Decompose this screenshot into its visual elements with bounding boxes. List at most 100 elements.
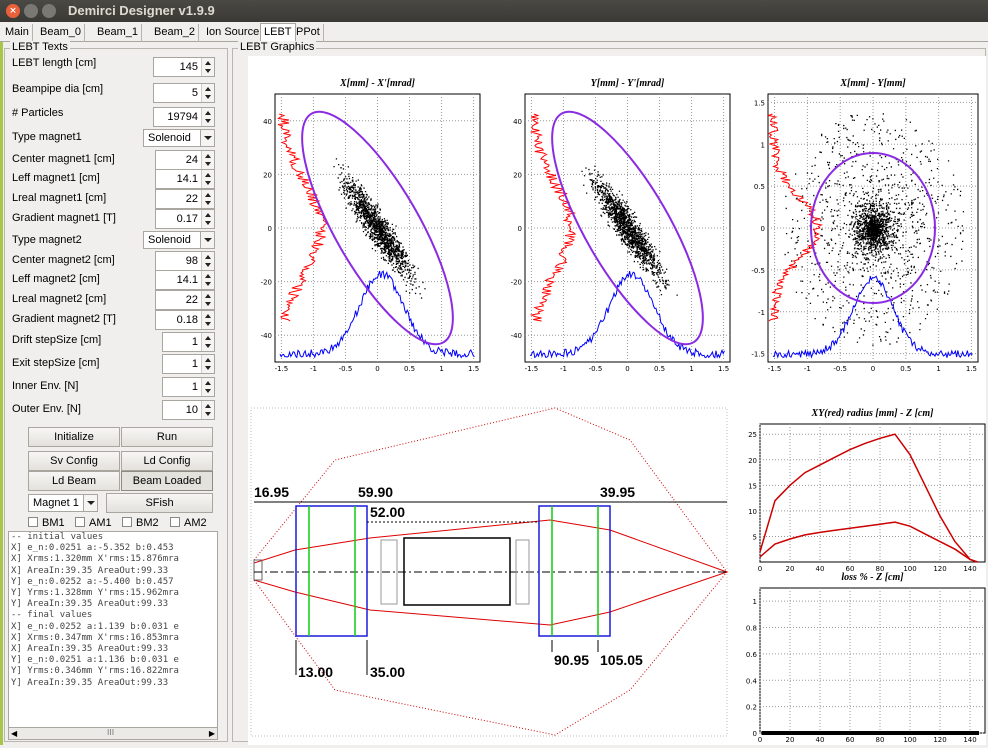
log-line: X] e_n:0.0252 a:1.139 b:0.031 e: [11, 621, 179, 632]
log-line: Y] e_n:0.0252 a:-5.400 b:0.457: [11, 576, 174, 587]
results-log[interactable]: -- initial values X] e_n:0.0251 a:-5.352 …: [8, 531, 218, 728]
checkbox-box[interactable]: [170, 517, 180, 527]
leff-magnet2-spinner[interactable]: 14.1: [155, 270, 215, 290]
checkbox-box[interactable]: [122, 517, 132, 527]
param-label: Drift stepSize [cm]: [12, 334, 102, 346]
spinner-arrows-icon[interactable]: [201, 252, 214, 270]
log-line: Y] AreaIn:39.35 AreaOut:99.33: [11, 677, 169, 688]
lreal-magnet1-spinner[interactable]: 22: [155, 189, 215, 209]
scroll-left-icon[interactable]: ◀: [11, 729, 18, 738]
plot-frame: [759, 587, 986, 734]
bm2-checkbox[interactable]: BM2: [122, 517, 159, 529]
tab-ppot[interactable]: PPot: [293, 24, 324, 42]
tab-lebt[interactable]: LEBT: [260, 23, 296, 43]
drift-stepsize-spinner[interactable]: 1: [162, 332, 215, 352]
sfish-button[interactable]: SFish: [106, 493, 213, 513]
spinner-arrows-icon[interactable]: [201, 333, 214, 351]
center-magnet1-spinner[interactable]: 24: [155, 150, 215, 170]
lebt-length-spinner[interactable]: 145: [153, 57, 215, 77]
load-beam-button[interactable]: Ld Beam: [28, 471, 120, 491]
x-tick-label: 40: [816, 565, 825, 573]
gradient-magnet2-spinner[interactable]: 0.18: [155, 310, 215, 330]
exit-stepsize-spinner[interactable]: 1: [162, 354, 215, 374]
x-tick-label: -1: [804, 365, 811, 373]
dim-label: 105.05: [600, 652, 643, 668]
spinner-arrows-icon[interactable]: [201, 108, 214, 126]
scroll-thumb[interactable]: III: [107, 728, 115, 737]
tab-main[interactable]: Main: [2, 24, 33, 42]
param-label: Lreal magnet2 [cm]: [12, 293, 107, 305]
lebt-texts-title: LEBT Texts: [10, 41, 70, 53]
tab-beam0[interactable]: Beam_0: [37, 24, 85, 42]
y-tick-label: 0.8: [746, 625, 757, 633]
save-config-button[interactable]: Sv Config: [28, 451, 120, 471]
x-tick-label: 0.5: [404, 365, 415, 373]
graphics-canvas[interactable]: X[mm] - X'[mrad] -1.5 -1 -0.5 0 0.5 1 1.5 40 20 0 -…: [248, 56, 986, 745]
y-tick-label: 0.6: [746, 651, 758, 659]
maximize-icon[interactable]: [42, 4, 56, 18]
dim-label: 39.95: [600, 484, 635, 500]
log-line: Y] Yrms:1.328mm Y'rms:15.962mra: [11, 588, 179, 599]
x-tick-label: 0.5: [654, 365, 665, 373]
dim-label: 90.95: [554, 652, 589, 668]
am2-checkbox[interactable]: AM2: [170, 517, 207, 529]
magnet1-type-select[interactable]: Solenoid: [143, 129, 215, 147]
leff-magnet1-spinner[interactable]: 14.1: [155, 169, 215, 189]
checkbox-box[interactable]: [28, 517, 38, 527]
spinner-arrows-icon[interactable]: [201, 355, 214, 373]
minimize-icon[interactable]: [24, 4, 38, 18]
spinner-arrows-icon[interactable]: [201, 401, 214, 419]
chevron-down-icon[interactable]: [83, 495, 97, 511]
x-tick-label: 140: [963, 565, 976, 573]
chart-title: X[mm] - X'[mrad]: [339, 78, 416, 89]
log-horizontal-scrollbar[interactable]: ◀ III ▶: [8, 727, 218, 740]
scatter-points: [581, 165, 678, 296]
load-config-button[interactable]: Ld Config: [121, 451, 213, 471]
lreal-magnet2-spinner[interactable]: 22: [155, 290, 215, 310]
checkbox-box[interactable]: [75, 517, 85, 527]
chevron-down-icon[interactable]: [200, 232, 214, 248]
bm1-checkbox[interactable]: BM1: [28, 517, 65, 529]
spinner-arrows-icon[interactable]: [201, 170, 214, 188]
magnet-select[interactable]: Magnet 1: [28, 494, 98, 512]
gradient-magnet1-spinner[interactable]: 0.17: [155, 209, 215, 229]
spinner-arrows-icon[interactable]: [201, 84, 214, 102]
y-tick-label: 0.5: [754, 183, 765, 191]
particles-spinner[interactable]: 19794: [153, 107, 215, 127]
x-tick-label: 0: [871, 365, 875, 373]
close-icon[interactable]: ×: [6, 4, 20, 18]
tab-ion-source[interactable]: Ion Source: [203, 24, 264, 42]
spinner-arrows-icon[interactable]: [201, 378, 214, 396]
beam-loaded-button[interactable]: Beam Loaded: [121, 471, 213, 491]
spinner-arrows-icon[interactable]: [201, 291, 214, 309]
y-tick-label: 40: [263, 118, 272, 126]
initialize-button[interactable]: Initialize: [28, 427, 120, 447]
inner-env-spinner[interactable]: 1: [162, 377, 215, 397]
y-tick-label: 20: [748, 457, 757, 465]
spinner-arrows-icon[interactable]: [201, 190, 214, 208]
center-magnet2-spinner[interactable]: 98: [155, 251, 215, 271]
param-label: Center magnet1 [cm]: [12, 153, 115, 165]
y-tick-label: 1: [753, 598, 757, 606]
scroll-right-icon[interactable]: ▶: [208, 729, 215, 738]
outer-env-spinner[interactable]: 10: [162, 400, 215, 420]
beampipe-dia-spinner[interactable]: 5: [153, 83, 215, 103]
spinner-arrows-icon[interactable]: [201, 58, 214, 76]
param-label: LEBT length [cm]: [12, 57, 97, 69]
spinner-arrows-icon[interactable]: [201, 210, 214, 228]
run-button[interactable]: Run: [121, 427, 213, 447]
param-label: Leff magnet1 [cm]: [12, 172, 100, 184]
log-line: X] AreaIn:39.35 AreaOut:99.33: [11, 565, 169, 576]
tab-beam1[interactable]: Beam_1: [94, 24, 142, 42]
spinner-arrows-icon[interactable]: [201, 311, 214, 329]
device-left: [380, 539, 398, 605]
am1-checkbox[interactable]: AM1: [75, 517, 112, 529]
spinner-arrows-icon[interactable]: [201, 151, 214, 169]
x-tick-label: 20: [786, 736, 795, 744]
chevron-down-icon[interactable]: [200, 130, 214, 146]
y-tick-label: 1.5: [754, 99, 765, 107]
y-tick-label: -40: [261, 332, 272, 340]
tab-beam2[interactable]: Beam_2: [151, 24, 199, 42]
spinner-arrows-icon[interactable]: [201, 271, 214, 289]
magnet2-type-select[interactable]: Solenoid: [143, 231, 215, 249]
